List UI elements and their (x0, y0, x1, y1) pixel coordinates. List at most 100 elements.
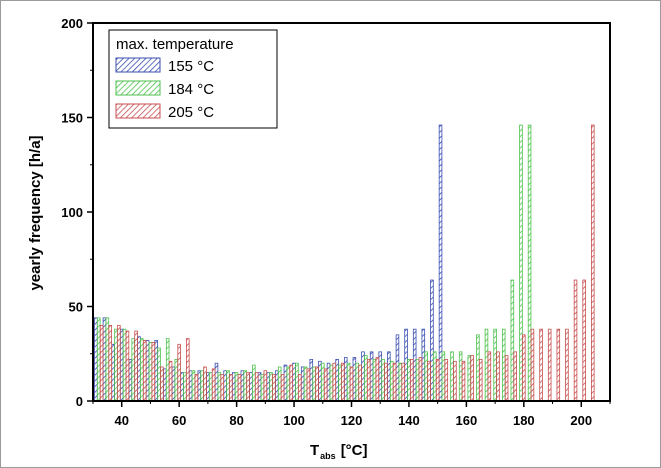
bar-series-3 (298, 374, 302, 402)
bar-series-1 (318, 360, 322, 402)
bar-series-2 (295, 362, 299, 402)
bar-series-3 (134, 330, 138, 402)
bar-series-1 (137, 336, 141, 402)
bar-series-2 (234, 372, 239, 402)
bar-series-2 (493, 328, 497, 402)
bar-series-3 (332, 362, 337, 402)
bar-series-2 (424, 351, 428, 402)
bar-series-2 (243, 370, 247, 402)
bar-series-1 (404, 328, 408, 402)
bar-series-3 (177, 343, 181, 402)
bar-series-2 (484, 328, 489, 402)
bar-series-3 (306, 368, 311, 402)
bar-series-3 (461, 360, 466, 402)
bar-series-2 (364, 355, 368, 402)
bar-series-3 (142, 340, 147, 402)
bar-series-1 (369, 351, 374, 402)
bar-series-1 (180, 372, 184, 402)
bar-series-2 (200, 370, 204, 402)
x-tick-label: 60 (172, 413, 186, 428)
bar-series-2 (372, 359, 377, 402)
bar-series-2 (338, 364, 342, 402)
bar-series-1 (378, 351, 382, 402)
bar-series-1 (119, 328, 124, 402)
bar-series-3 (186, 338, 190, 402)
bar-series-2 (501, 328, 506, 402)
bar-series-3 (366, 359, 371, 402)
bar-series-3 (591, 124, 595, 402)
bar-series-3 (160, 366, 164, 402)
axis-ticks: 40 60 80 100 120 140 160 180 200 0 50 100 150 200 (61, 16, 611, 428)
bar-series-3 (254, 372, 259, 402)
bar-series-3 (125, 330, 130, 402)
bar-series-2 (105, 317, 110, 402)
bar-series-1 (257, 372, 262, 402)
bar-series-3 (246, 372, 250, 402)
bar-series-1 (102, 317, 107, 402)
bar-series-2 (148, 342, 153, 402)
bar-series-2 (303, 366, 308, 402)
legend: max. temperature 155 °C 184 °C 205 °C (108, 29, 278, 129)
bar-series-1 (231, 372, 236, 402)
legend-entry: 205 °C (168, 104, 214, 121)
bar-series-3 (211, 368, 216, 402)
bar-series-3 (220, 374, 225, 402)
bar-series-3 (444, 359, 449, 402)
bar-series-3 (410, 359, 414, 402)
bar-series-1 (335, 359, 339, 402)
bar-series-2 (260, 374, 265, 402)
bar-series-1 (309, 359, 314, 402)
bar-series-1 (266, 372, 270, 402)
bar-series-1 (163, 368, 167, 402)
bar-series-1 (275, 370, 279, 402)
bar-series-2 (208, 372, 213, 402)
bar-series-3 (496, 351, 500, 402)
x-tick-label: 40 (114, 413, 128, 428)
bar-series-3 (401, 362, 405, 402)
bar-series-3 (315, 366, 319, 402)
x-tick-label: 200 (570, 413, 592, 428)
bar-series-3 (229, 374, 233, 402)
bar-series-3 (487, 351, 492, 402)
bar-series-2 (312, 366, 316, 402)
bar-series-1 (326, 362, 331, 402)
bar-series-3 (289, 364, 293, 402)
bar-series-3 (323, 368, 328, 402)
bar-series-2 (131, 338, 135, 402)
bar-series-2 (191, 370, 196, 402)
bar-series-1 (283, 364, 288, 402)
bar-series-3 (547, 328, 552, 402)
bar-series-3 (470, 355, 474, 402)
bar-series-1 (197, 370, 202, 402)
y-tick-label: 200 (61, 16, 83, 31)
bar-series-1 (206, 372, 210, 402)
bar-series-1 (343, 357, 348, 402)
bar-series-2 (467, 355, 472, 402)
bar-series-1 (292, 362, 296, 402)
bar-series-1 (300, 366, 305, 402)
y-tick-label: 50 (69, 300, 83, 315)
bar-series-3 (478, 359, 483, 402)
legend-swatch (115, 80, 161, 96)
bar-series-1 (361, 351, 365, 402)
bar-series-3 (435, 359, 440, 402)
bar-series-3 (539, 328, 543, 402)
bar-series-1 (94, 317, 98, 402)
bar-series-3 (556, 328, 561, 402)
bar-series-1 (352, 357, 357, 402)
bar-series-1 (111, 343, 115, 402)
bar-series-3 (453, 360, 457, 402)
bar-series-2 (398, 362, 403, 402)
bar-series-3 (341, 362, 345, 402)
x-tick-label: 80 (229, 413, 243, 428)
bar-series-2 (96, 317, 101, 402)
bar-series-2 (321, 362, 325, 402)
bar-series-3 (263, 370, 268, 402)
bar-series-2 (407, 359, 411, 402)
bar-series-2 (157, 347, 161, 402)
bar-series-2 (433, 351, 437, 402)
bar-series-2 (217, 372, 222, 402)
y-axis-title: yearly frequency [h/a] (27, 135, 44, 290)
bar-series-2 (381, 359, 385, 402)
bar-series-3 (194, 374, 199, 402)
